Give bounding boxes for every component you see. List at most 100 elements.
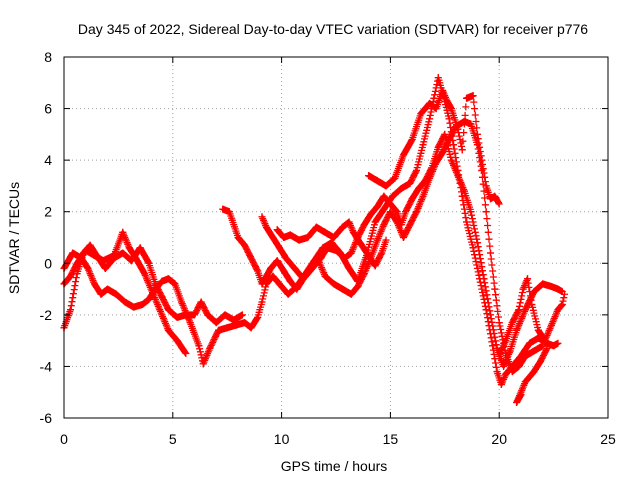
data-point <box>458 146 466 154</box>
data-point <box>491 285 499 293</box>
data-point <box>145 259 153 267</box>
data-point <box>191 311 199 319</box>
data-point <box>497 380 505 388</box>
data-point <box>399 151 407 159</box>
data-point <box>543 344 551 352</box>
data-point <box>212 319 220 327</box>
x-tick-label: 5 <box>169 431 177 447</box>
data-point <box>269 272 277 280</box>
data-point <box>378 249 386 257</box>
data-point <box>467 208 475 216</box>
data-point <box>178 298 186 306</box>
data-point <box>393 218 401 226</box>
data-point <box>513 399 521 407</box>
data-point <box>80 249 88 257</box>
data-point <box>164 326 172 334</box>
data-point <box>225 208 233 216</box>
data-point <box>469 244 477 252</box>
data-point <box>206 344 214 352</box>
data-point <box>112 290 120 298</box>
y-axis-label: SDTVAR / TECUs <box>6 182 22 294</box>
data-point <box>349 228 357 236</box>
data-point <box>380 192 388 200</box>
data-point <box>469 92 477 100</box>
x-tick-label: 25 <box>600 431 616 447</box>
x-tick-label: 15 <box>383 431 399 447</box>
chart-title: Day 345 of 2022, Sidereal Day-to-day VTE… <box>78 21 588 37</box>
data-point <box>232 321 240 329</box>
data-point <box>238 311 246 319</box>
data-point <box>443 97 451 105</box>
data-point <box>413 208 421 216</box>
data-point <box>454 172 462 180</box>
axis-ticks <box>63 56 609 419</box>
data-point <box>473 141 481 149</box>
data-point <box>158 311 166 319</box>
data-point <box>486 311 494 319</box>
data-point <box>491 192 499 200</box>
series-track-8 <box>495 275 568 407</box>
x-tick-label: 0 <box>60 431 68 447</box>
data-point <box>554 306 562 314</box>
data-point <box>247 254 255 262</box>
data-point <box>521 352 529 360</box>
data-point <box>219 205 227 213</box>
data-point <box>558 301 566 309</box>
data-point <box>254 313 262 321</box>
data-point <box>119 228 127 236</box>
data-point <box>380 221 388 229</box>
data-point <box>463 94 471 102</box>
data-point <box>386 208 394 216</box>
data-point <box>500 362 508 370</box>
data-point <box>173 337 181 345</box>
data-point <box>367 254 375 262</box>
data-point <box>345 264 353 272</box>
data-point <box>439 148 447 156</box>
data-point <box>93 252 101 260</box>
data-point <box>530 368 538 376</box>
data-point <box>69 249 77 257</box>
data-point <box>138 301 146 309</box>
data-point <box>434 143 442 151</box>
data-point <box>286 277 294 285</box>
x-tick-label: 10 <box>274 431 290 447</box>
data-point <box>389 192 397 200</box>
data-point <box>339 285 347 293</box>
data-point <box>136 244 144 252</box>
data-point <box>530 347 538 355</box>
data-point <box>506 347 514 355</box>
data-point <box>84 264 92 272</box>
data-point <box>234 234 242 241</box>
y-tick-label: -4 <box>40 358 53 374</box>
data-point <box>413 166 421 174</box>
data-point <box>354 282 362 290</box>
data-point <box>426 115 434 123</box>
data-point <box>312 223 320 231</box>
data-point <box>195 342 203 350</box>
data-point <box>295 236 303 244</box>
data-point <box>367 210 375 218</box>
data-point <box>495 352 503 360</box>
data-point <box>262 223 270 231</box>
data-point <box>473 239 481 247</box>
data-point <box>171 280 179 288</box>
data-point <box>258 213 266 221</box>
data-point <box>141 270 149 278</box>
data-point <box>419 141 427 149</box>
data-point <box>526 339 534 347</box>
data-point <box>480 275 488 283</box>
data-point <box>539 342 547 350</box>
y-tick-label: -2 <box>40 307 53 323</box>
data-point <box>521 378 529 386</box>
data-point <box>478 166 486 174</box>
data-point <box>426 174 434 182</box>
data-point <box>110 254 118 262</box>
data-point <box>502 370 510 378</box>
data-point <box>158 277 166 285</box>
data-point <box>273 226 281 234</box>
data-point <box>67 272 75 280</box>
data-point <box>214 326 222 334</box>
data-point <box>341 254 349 262</box>
data-point <box>323 244 331 252</box>
